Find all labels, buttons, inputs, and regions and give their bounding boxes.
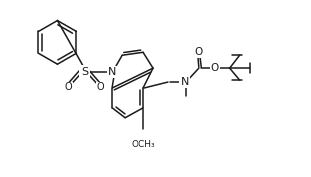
Text: O: O xyxy=(96,82,104,92)
Text: O: O xyxy=(195,47,203,57)
Text: O: O xyxy=(65,82,72,92)
Text: N: N xyxy=(108,67,116,77)
Text: N: N xyxy=(181,77,189,87)
Text: OCH₃: OCH₃ xyxy=(131,140,155,149)
Text: O: O xyxy=(211,63,219,73)
Text: S: S xyxy=(81,67,88,77)
